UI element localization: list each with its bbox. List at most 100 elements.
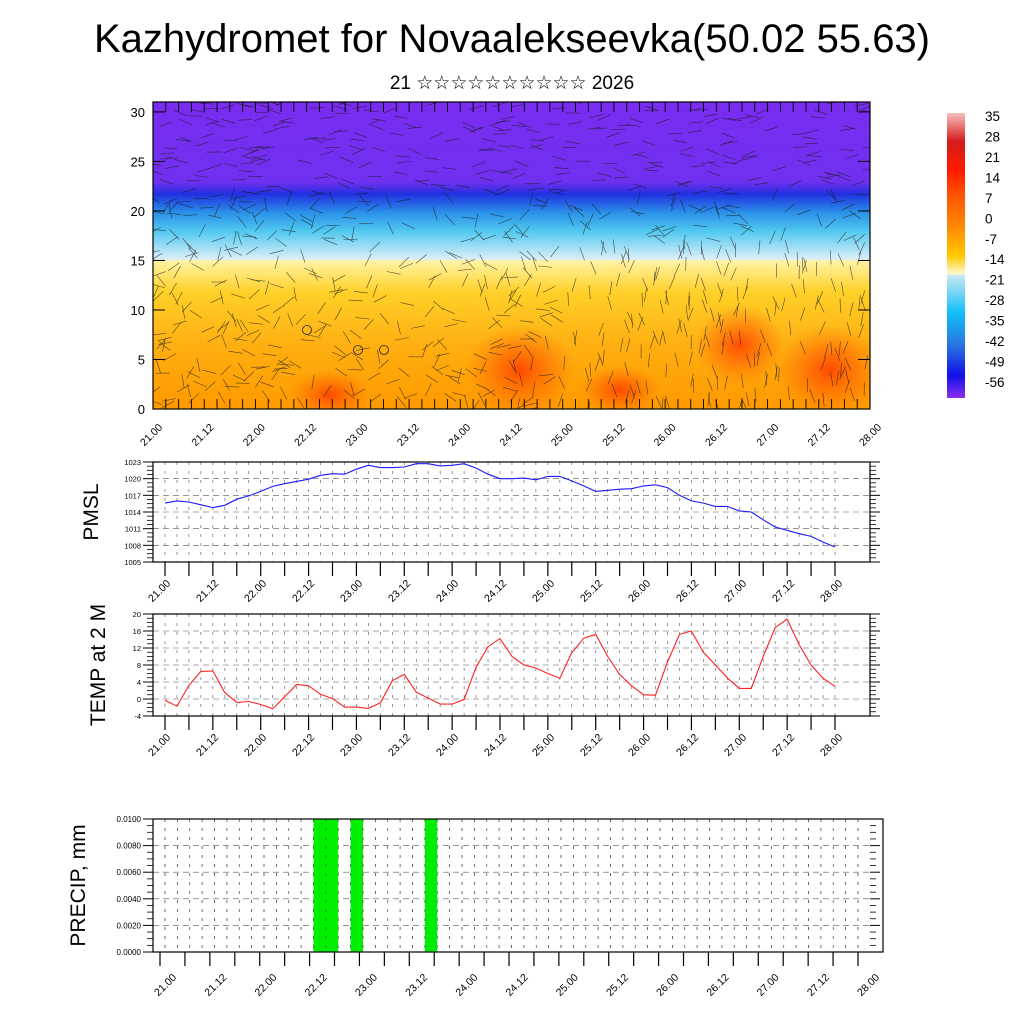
wind-vector bbox=[221, 334, 227, 348]
wind-vector bbox=[449, 252, 463, 259]
wind-vector bbox=[389, 132, 404, 136]
wind-vector bbox=[275, 238, 287, 247]
wind-vector bbox=[528, 187, 543, 191]
wind-vector bbox=[700, 343, 706, 358]
wind-vector bbox=[636, 190, 641, 205]
wind-vector bbox=[864, 355, 869, 370]
wind-vector bbox=[845, 369, 850, 384]
wind-vector bbox=[745, 392, 750, 407]
wind-vector bbox=[662, 397, 664, 409]
wind-vector bbox=[521, 256, 526, 271]
wind-vector bbox=[385, 195, 392, 209]
wind-vector bbox=[187, 243, 198, 254]
wind-vector bbox=[445, 250, 458, 259]
wind-vector bbox=[523, 344, 533, 357]
wind-vector bbox=[722, 207, 736, 214]
wind-vector bbox=[229, 187, 236, 201]
wind-vector bbox=[237, 231, 242, 246]
wind-vector bbox=[477, 279, 483, 293]
wind-vector bbox=[272, 304, 285, 313]
wind-vector bbox=[642, 278, 649, 292]
wind-vector bbox=[741, 150, 756, 157]
wind-vector bbox=[274, 255, 279, 270]
wind-vector bbox=[186, 366, 195, 379]
wind-vector bbox=[676, 180, 691, 187]
wind-vector bbox=[470, 232, 482, 242]
wind-vector bbox=[241, 104, 256, 108]
x-tick-label: 21.12 bbox=[194, 578, 221, 605]
wind-vector bbox=[726, 205, 740, 209]
y-tick-label: 1011 bbox=[125, 525, 141, 534]
wind-vector bbox=[424, 383, 432, 397]
wind-vector bbox=[266, 230, 278, 241]
y-tick-label: 25 bbox=[131, 154, 145, 169]
wind-vector bbox=[625, 124, 640, 127]
wind-vector bbox=[496, 344, 511, 349]
wind-vector bbox=[552, 107, 567, 110]
wind-vector bbox=[246, 149, 260, 155]
wind-vector bbox=[593, 127, 608, 130]
wind-vector bbox=[694, 274, 699, 288]
wind-vector bbox=[167, 262, 180, 272]
x-tick-label: 26.00 bbox=[654, 972, 681, 999]
precip-plot: 0.0000 0.0020 0.0040 0.0060 0.0080 0.0100 PREC… bbox=[67, 815, 884, 999]
wind-vector bbox=[686, 241, 692, 256]
x-tick-label: 23.12 bbox=[403, 972, 430, 999]
x-tick-label: 23.00 bbox=[338, 578, 365, 605]
colorbar-label: -28 bbox=[985, 293, 1005, 308]
wind-vector bbox=[721, 132, 735, 139]
wind-vector bbox=[824, 343, 829, 358]
wind-vector bbox=[702, 290, 708, 304]
wind-vector bbox=[159, 341, 171, 351]
wind-vector bbox=[579, 220, 591, 231]
wind-vector bbox=[529, 144, 544, 149]
wind-vector bbox=[237, 216, 247, 228]
wind-vector bbox=[496, 120, 511, 123]
wind-vector bbox=[721, 118, 736, 121]
y-tick-label: 1017 bbox=[124, 491, 141, 500]
wind-vector bbox=[858, 324, 864, 338]
wind-vector bbox=[674, 352, 679, 367]
wind-vector bbox=[241, 191, 256, 195]
wind-vector bbox=[173, 109, 187, 117]
wind-vector bbox=[234, 135, 249, 141]
wind-vector bbox=[644, 165, 659, 170]
x-tick-label: 21.12 bbox=[202, 972, 229, 999]
x-tick-label: 27.12 bbox=[770, 578, 797, 605]
wind-vector bbox=[306, 334, 321, 338]
wind-vector bbox=[497, 145, 512, 148]
wind-vector bbox=[558, 376, 565, 389]
y-tick-label: 8 bbox=[137, 661, 141, 670]
wind-vector bbox=[254, 375, 263, 388]
wind-vector bbox=[452, 319, 467, 323]
wind-vector bbox=[588, 285, 591, 300]
wind-vector bbox=[771, 187, 778, 202]
wind-vector bbox=[232, 374, 246, 382]
wind-vector bbox=[497, 129, 512, 132]
wind-vector bbox=[328, 129, 342, 136]
y-tick-label: 0.0020 bbox=[117, 921, 142, 930]
wind-vector bbox=[404, 393, 418, 399]
wind-vector bbox=[424, 170, 439, 173]
wind-vector bbox=[161, 401, 175, 408]
wind-vector bbox=[193, 380, 207, 387]
wind-vector bbox=[680, 146, 694, 152]
wind-vector bbox=[741, 155, 756, 159]
warm-core bbox=[290, 370, 370, 409]
wind-vector bbox=[746, 354, 752, 368]
colorbar-label: -42 bbox=[985, 334, 1005, 349]
wind-vector bbox=[235, 274, 240, 289]
wind-vector bbox=[554, 167, 569, 169]
y-tick-label: 16 bbox=[133, 627, 141, 636]
wind-vector bbox=[224, 246, 239, 251]
wind-vector bbox=[693, 224, 708, 228]
wind-vector bbox=[797, 209, 811, 216]
wind-vector bbox=[257, 315, 270, 324]
wind-vector bbox=[367, 119, 381, 126]
wind-vector bbox=[210, 296, 224, 304]
wind-vector bbox=[841, 203, 855, 211]
wind-vector bbox=[387, 221, 394, 235]
wind-vector bbox=[842, 340, 849, 354]
wind-vector bbox=[693, 108, 708, 111]
wind-vector bbox=[512, 359, 517, 374]
